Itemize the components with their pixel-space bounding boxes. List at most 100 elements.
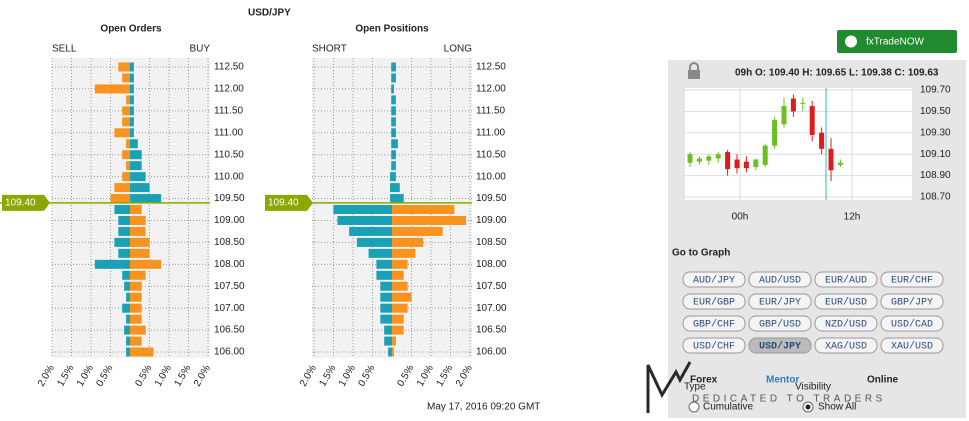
- pair-title: USD/JPY: [248, 8, 291, 19]
- bar: [392, 248, 416, 258]
- bar: [130, 292, 142, 302]
- bar: [114, 128, 130, 138]
- bar: [126, 314, 130, 324]
- bar: [392, 128, 396, 138]
- bar: [392, 215, 467, 225]
- pct-tick-label: 1.5%: [317, 363, 338, 388]
- price-tick-label: 112.50: [476, 62, 506, 73]
- bar: [392, 303, 408, 313]
- current-price-label: 109.40: [268, 198, 299, 209]
- price-tick-label: 108.50: [214, 237, 245, 248]
- pair-button-label: NZD/USD: [825, 319, 867, 331]
- price-tick-label: 112.50: [214, 62, 244, 73]
- candle-body: [687, 154, 693, 163]
- pair-button[interactable]: [748, 271, 812, 288]
- bar: [391, 128, 392, 138]
- pair-button[interactable]: [814, 293, 878, 310]
- bar: [122, 172, 130, 182]
- pair-button[interactable]: [880, 337, 944, 354]
- bar: [380, 303, 392, 313]
- logo-part2: Mentor: [766, 375, 799, 386]
- price-tick-label: 111.50: [476, 105, 506, 116]
- pair-button[interactable]: [748, 293, 812, 310]
- bar: [130, 303, 142, 313]
- bar: [130, 347, 154, 357]
- pair-button[interactable]: [682, 337, 746, 354]
- pair-button[interactable]: [880, 271, 944, 288]
- bar: [376, 270, 392, 280]
- pair-button[interactable]: [880, 315, 944, 332]
- bar: [130, 314, 142, 324]
- bar: [130, 161, 142, 171]
- bar: [130, 248, 150, 258]
- pair-button[interactable]: [814, 271, 878, 288]
- bar: [392, 95, 396, 105]
- candle-body: [790, 98, 796, 112]
- radio[interactable]: [688, 401, 700, 413]
- price-tick-label: 110.50: [214, 149, 244, 160]
- pair-button[interactable]: [748, 337, 812, 354]
- bar: [122, 117, 130, 127]
- bar: [392, 237, 424, 247]
- trade-icon: [845, 35, 857, 48]
- bar: [130, 215, 146, 225]
- bar: [392, 106, 396, 116]
- trade-button[interactable]: [837, 30, 957, 53]
- pct-tick-label: 1.0%: [337, 363, 358, 388]
- chart-title: Open Orders: [100, 24, 162, 35]
- price-tick-label: 110.00: [214, 171, 244, 182]
- price-tick-label: 108.50: [476, 237, 507, 248]
- pair-button[interactable]: [682, 315, 746, 332]
- pair-button[interactable]: [814, 337, 878, 354]
- bar: [122, 303, 130, 313]
- pct-tick-label: 0.5%: [395, 363, 416, 388]
- bar: [392, 259, 408, 269]
- bar: [392, 62, 396, 72]
- bar: [391, 161, 392, 171]
- pct-tick-label: 1.5%: [55, 363, 76, 388]
- candle-body: [800, 102, 806, 104]
- bar: [114, 183, 130, 193]
- price-tick-label: 109.50: [214, 193, 245, 204]
- candle-body: [809, 106, 815, 135]
- y-tick-label: 109.50: [920, 106, 951, 117]
- logo-tagline: DEDICATED TO TRADERS: [692, 394, 886, 405]
- pair-button[interactable]: [748, 315, 812, 332]
- pct-tick-label: 0.5%: [94, 363, 115, 388]
- bar: [122, 150, 130, 160]
- candle-body: [837, 162, 843, 165]
- pair-button[interactable]: [880, 293, 944, 310]
- bar: [391, 106, 392, 116]
- bar: [126, 95, 130, 105]
- price-tick-label: 110.00: [476, 171, 506, 182]
- pair-button[interactable]: [682, 271, 746, 288]
- x-tick-label: 12h: [844, 212, 861, 223]
- pair-button-label: EUR/AUD: [825, 275, 867, 287]
- bar: [392, 172, 396, 182]
- logo-part3: Online: [867, 375, 899, 386]
- bar: [392, 314, 404, 324]
- pair-button[interactable]: [682, 293, 746, 310]
- pct-tick-label: 1.5%: [434, 363, 455, 388]
- bar: [333, 205, 392, 215]
- price-tick-label: 108.00: [476, 259, 507, 270]
- bar: [130, 106, 134, 116]
- bar: [130, 281, 142, 291]
- bar: [130, 183, 150, 193]
- current-price-tag: [2, 194, 50, 211]
- candle-body: [734, 159, 740, 169]
- side-label: SHORT: [312, 44, 347, 55]
- bar: [118, 248, 130, 258]
- bar: [376, 259, 392, 269]
- trade-button-label: fxTradeNOW: [866, 37, 925, 48]
- pair-button-label: AUD/JPY: [693, 275, 735, 287]
- bar: [392, 84, 394, 94]
- pair-button[interactable]: [814, 315, 878, 332]
- bar: [118, 226, 130, 236]
- visibility-label: Visibility: [795, 382, 831, 393]
- candle-plot: [685, 88, 912, 200]
- candle-body: [819, 132, 825, 149]
- bar: [392, 205, 455, 215]
- pair-button-label: USD/CAD: [891, 319, 933, 331]
- side-label: SELL: [52, 44, 77, 55]
